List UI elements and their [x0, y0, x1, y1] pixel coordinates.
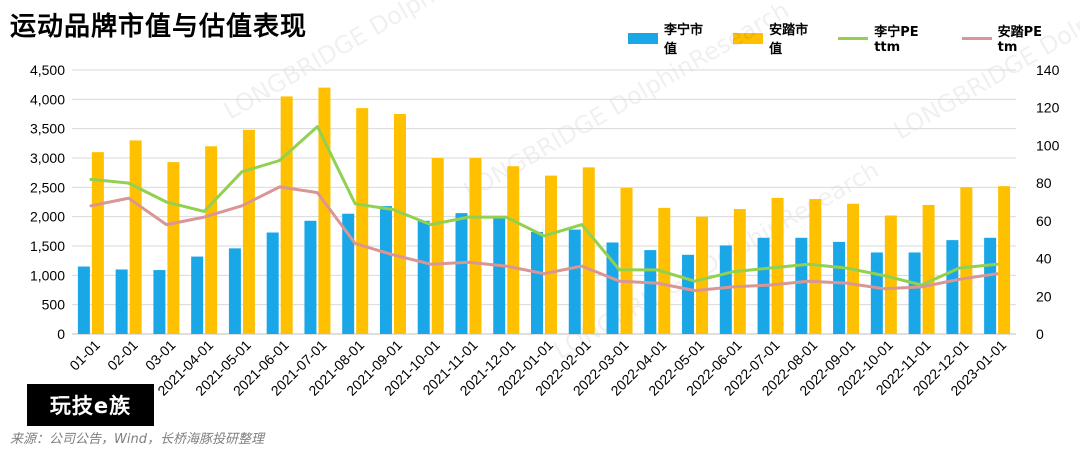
- y-left-tick-label: 2,500: [30, 179, 65, 195]
- bar-lining-cap: [644, 250, 657, 334]
- bar-lining-cap: [531, 231, 543, 334]
- legend-label-anta-pe: 安踏PE tm: [997, 25, 1043, 55]
- bar-anta-cap: [922, 204, 935, 334]
- y-right-tick-label: 60: [1036, 213, 1052, 229]
- y-left-tick-label: 4,000: [30, 91, 65, 107]
- legend-label-lining-pe: 李宁PE ttm: [874, 25, 919, 55]
- logo-text: 玩技e族: [49, 394, 132, 418]
- bar-lining-cap: [682, 254, 695, 334]
- bar-lining-cap: [379, 206, 392, 334]
- bar-anta-cap: [469, 158, 482, 334]
- legend-item-lining-cap: 李宁市值: [628, 19, 705, 57]
- y-left-tick-label: 1,500: [30, 238, 65, 254]
- chart-title: 运动品牌市值与估值表现: [10, 12, 308, 42]
- y-left-tick-label: 4,500: [30, 62, 65, 78]
- bar-lining-cap: [984, 237, 997, 334]
- y-left-tick-label: 3,500: [30, 121, 65, 137]
- bar-anta-cap: [205, 146, 218, 334]
- bar-lining-cap: [417, 220, 430, 334]
- legend-item-anta-pe: 安踏PE tm: [961, 21, 1052, 55]
- legend-swatch-anta-pe: [961, 36, 992, 40]
- x-tick-label: 02-01: [104, 337, 141, 374]
- bar-lining-cap: [266, 232, 279, 334]
- bar-anta-cap: [91, 152, 104, 334]
- y-right-tick-label: 100: [1036, 137, 1060, 153]
- x-tick-label: 01-01: [66, 337, 103, 374]
- y-left-tick-label: 2,000: [30, 209, 65, 225]
- bar-anta-cap: [242, 129, 255, 334]
- bar-lining-cap: [455, 213, 468, 334]
- bar-anta-cap: [809, 199, 822, 334]
- bar-anta-cap: [545, 175, 557, 334]
- bar-anta-cap: [167, 162, 180, 334]
- y-right-tick-label: 140: [1036, 62, 1060, 78]
- bar-lining-cap: [77, 266, 90, 334]
- line-lining-pe: [89, 125, 999, 287]
- bar-lining-cap: [795, 237, 808, 334]
- lines: [89, 125, 999, 293]
- y-right-tick-label: 40: [1036, 251, 1052, 267]
- bar-lining-cap: [946, 240, 959, 334]
- bar-anta-cap: [393, 114, 406, 334]
- y-right-tick-label: 120: [1036, 100, 1060, 116]
- bar-lining-cap: [153, 270, 166, 334]
- y-right-tick-label: 80: [1036, 175, 1052, 191]
- y-left-tick-label: 3,000: [30, 150, 65, 166]
- bar-lining-cap: [115, 269, 128, 334]
- bar-anta-cap: [960, 187, 973, 334]
- bar-anta-cap: [582, 167, 595, 334]
- y-left-tick-label: 1,000: [30, 267, 65, 283]
- bar-lining-cap: [342, 213, 355, 334]
- bar-anta-cap: [356, 108, 369, 334]
- y-right-tick-label: 20: [1036, 288, 1052, 304]
- bar-lining-cap: [493, 216, 506, 334]
- legend-item-lining-pe: 李宁PE ttm: [838, 21, 933, 55]
- bars: [77, 87, 1011, 335]
- bar-lining-cap: [908, 252, 921, 334]
- y-left-tick-label: 500: [42, 297, 66, 313]
- legend-swatch-anta-cap: [733, 32, 764, 44]
- bar-anta-cap: [431, 158, 444, 334]
- bar-anta-cap: [129, 140, 142, 334]
- y-left-tick-label: 0: [57, 326, 65, 342]
- source-note: 来源：公司公告，Wind，长桥海豚投研整理: [10, 432, 264, 447]
- legend-item-anta-cap: 安踏市值: [733, 19, 810, 57]
- legend: 李宁市值 安踏市值 李宁PE ttm 安踏PE tm: [628, 23, 1080, 57]
- legend-label-lining-cap: 李宁市值: [664, 23, 704, 57]
- bar-anta-cap: [620, 187, 633, 334]
- watermark-text-0: LONGBRIDGE DolphinResearch: [219, 0, 554, 125]
- bar-anta-cap: [318, 87, 331, 334]
- legend-label-anta-cap: 安踏市值: [769, 23, 809, 57]
- y-right-tick-label: 0: [1036, 326, 1044, 342]
- legend-swatch-lining-cap: [628, 32, 658, 44]
- bar-lining-cap: [304, 220, 317, 334]
- bar-anta-cap: [998, 186, 1011, 334]
- bar-lining-cap: [719, 245, 732, 334]
- line-anta-pe: [89, 185, 999, 293]
- bar-anta-cap: [280, 96, 293, 335]
- bar-anta-cap: [696, 216, 709, 334]
- bar-lining-cap: [228, 248, 241, 334]
- bar-anta-cap: [507, 166, 520, 334]
- bar-lining-cap: [833, 241, 846, 334]
- bar-lining-cap: [870, 252, 883, 334]
- logo: 玩技e族: [27, 384, 154, 426]
- legend-swatch-lining-pe: [838, 36, 869, 40]
- bar-lining-cap: [191, 256, 204, 334]
- bar-lining-cap: [568, 229, 581, 334]
- bar-anta-cap: [884, 215, 897, 334]
